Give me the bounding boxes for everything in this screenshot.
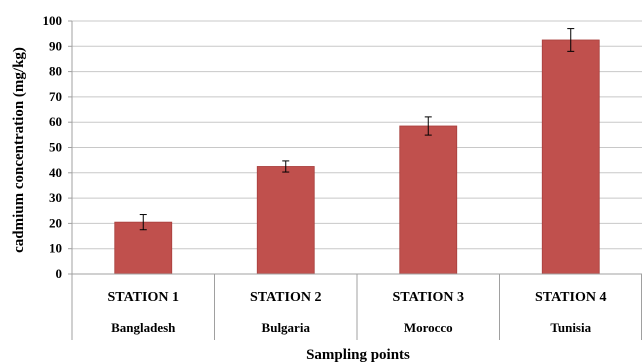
x-category-labels: STATION 1 Bangladesh STATION 2 Bulgaria STAT…: [108, 290, 607, 335]
y-tick-label: 20: [49, 215, 62, 230]
category-label: STATION 2: [250, 290, 321, 305]
y-tick-labels: 0 10 20 30 40 50 60 70 80 90 100: [43, 13, 63, 281]
y-tick-label: 70: [49, 89, 62, 104]
y-axis-title: cadmium concentration (mg/kg): [11, 47, 27, 253]
y-tick-label: 0: [56, 266, 63, 281]
y-tick-label: 40: [49, 165, 62, 180]
category-label: STATION 3: [393, 290, 464, 305]
bar: [399, 125, 458, 275]
axes: [68, 20, 642, 340]
subcategory-label: Morocco: [404, 320, 453, 335]
x-axis-title: Sampling points: [306, 347, 410, 363]
subcategory-label: Bulgaria: [262, 320, 311, 335]
bars: [114, 28, 600, 275]
subcategory-label: Bangladesh: [111, 320, 176, 335]
y-tick-label: 100: [43, 13, 63, 28]
category-label: STATION 4: [535, 290, 606, 305]
y-tick-label: 30: [49, 190, 62, 205]
y-tick-label: 50: [49, 140, 62, 155]
y-tick-label: 90: [49, 38, 62, 53]
subcategory-label: Tunisia: [550, 320, 591, 335]
bar: [541, 39, 600, 275]
y-tick-label: 10: [49, 241, 62, 256]
y-tick-label: 80: [49, 64, 62, 79]
category-label: STATION 1: [108, 290, 179, 305]
y-tick-label: 60: [49, 114, 62, 129]
bar: [256, 166, 315, 275]
